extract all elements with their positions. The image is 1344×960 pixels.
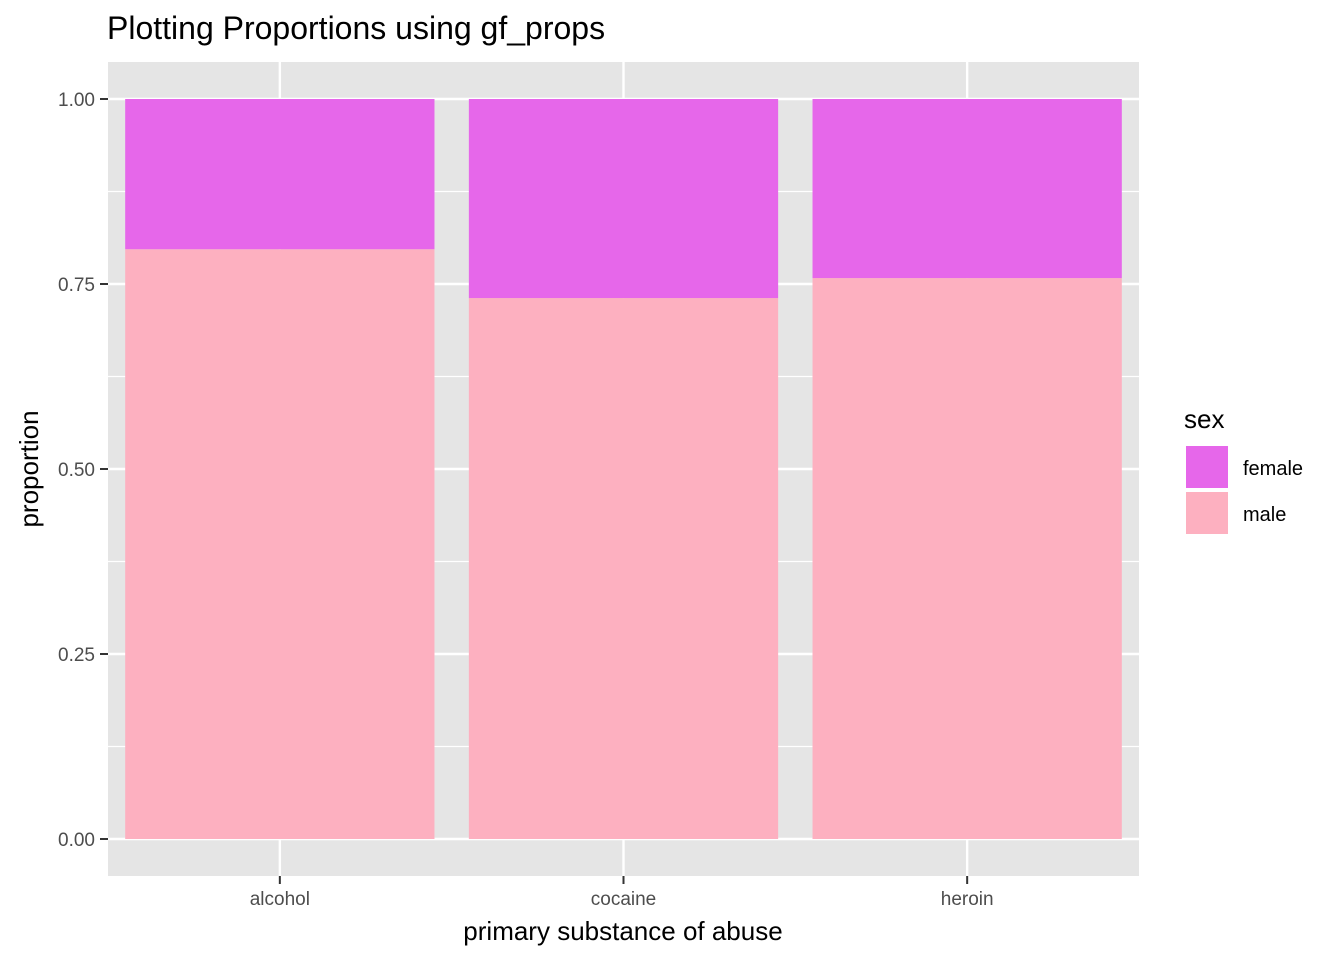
y-axis: 0.00 0.25 0.50 0.75 1.00 [58,90,108,851]
y-tick-label: 0.00 [58,830,95,851]
bar-segment-female-cocaine [468,99,779,299]
bar-segment-male-heroin [812,278,1122,840]
chart-title: Plotting Proportions using gf_props [107,10,605,46]
legend-title: sex [1184,404,1224,434]
x-tick-label: alcohol [250,889,310,910]
bar-segment-male-alcohol [125,249,435,840]
legend-label-male: male [1243,504,1286,526]
y-tick-label: 0.50 [58,460,95,481]
bar-segment-female-heroin [812,99,1122,279]
bar-segment-female-alcohol [125,99,435,250]
bars [125,99,1122,840]
x-tick-label: heroin [941,889,994,910]
bar-segment-male-cocaine [468,298,779,839]
y-tick-label: 0.75 [58,275,95,296]
y-tick-label: 1.00 [58,90,95,111]
x-axis-title: primary substance of abuse [463,916,782,946]
legend-label-female: female [1243,458,1303,480]
y-tick-label: 0.25 [58,645,95,666]
x-tick-label: cocaine [591,889,657,910]
legend: sex female male [1184,404,1303,536]
legend-key-female [1184,444,1230,490]
legend-key-male [1184,490,1230,536]
x-axis: alcohol cocaine heroin [250,876,994,910]
y-axis-title: proportion [14,410,44,527]
